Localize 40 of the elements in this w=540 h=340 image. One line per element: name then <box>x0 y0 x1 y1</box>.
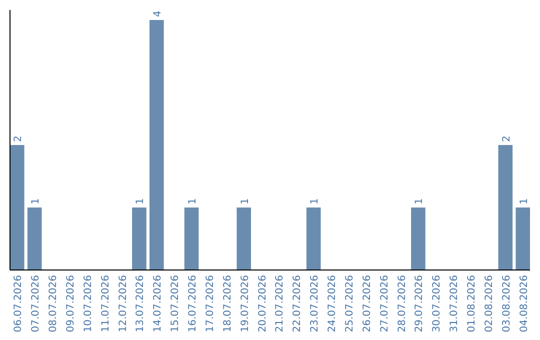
x-tick-label: 10.07.2026 <box>82 275 94 332</box>
x-tick-label: 20.07.2026 <box>257 275 268 332</box>
x-tick-label: 03.08.2026 <box>501 275 512 332</box>
x-tick-label: 17.07.2026 <box>204 275 216 332</box>
x-tick-label: 02.08.2026 <box>484 275 495 332</box>
data-label: 1 <box>414 198 426 204</box>
x-tick-label: 30.07.2026 <box>432 275 443 332</box>
x-tick-label: 04.08.2026 <box>518 275 530 332</box>
x-tick-label: 07.07.2026 <box>30 275 42 332</box>
x-tick-label: 06.07.2026 <box>13 275 24 332</box>
x-tick-label: 23.07.2026 <box>310 275 321 332</box>
x-tick-label: 22.07.2026 <box>292 275 304 332</box>
data-label: 1 <box>188 198 199 204</box>
x-tick-label: 24.07.2026 <box>327 275 338 332</box>
data-label: 4 <box>152 10 164 17</box>
data-label: 1 <box>30 198 42 204</box>
data-label: 1 <box>240 198 251 204</box>
x-tick-label: 26.07.2026 <box>362 275 373 332</box>
x-tick-label: 13.07.2026 <box>135 275 146 332</box>
data-label: 2 <box>501 136 512 142</box>
data-label: 2 <box>13 136 24 142</box>
x-tick-label: 21.07.2026 <box>274 275 286 332</box>
x-tick-label: 01.08.2026 <box>466 275 478 332</box>
x-tick-label: 31.07.2026 <box>449 275 460 332</box>
x-tick-label: 11.07.2026 <box>100 275 112 332</box>
x-tick-label: 29.07.2026 <box>414 275 426 332</box>
x-tick-label: 18.07.2026 <box>222 275 234 332</box>
data-label: 1 <box>135 198 146 204</box>
x-tick-label: 25.07.2026 <box>344 275 356 332</box>
x-tick-label: 28.07.2026 <box>396 275 408 332</box>
data-label: 1 <box>310 198 321 204</box>
x-tick-label: 09.07.2026 <box>65 275 76 332</box>
x-tick-label: 15.07.2026 <box>170 275 182 332</box>
x-tick-label: 08.07.2026 <box>48 275 60 332</box>
x-tick-label: 16.07.2026 <box>188 275 199 332</box>
x-tick-label: 27.07.2026 <box>379 275 390 332</box>
x-tick-label: 19.07.2026 <box>240 275 251 332</box>
data-label: 1 <box>518 198 530 204</box>
x-tick-label: 14.07.2026 <box>152 275 164 332</box>
x-tick-label: 12.07.2026 <box>118 275 129 332</box>
